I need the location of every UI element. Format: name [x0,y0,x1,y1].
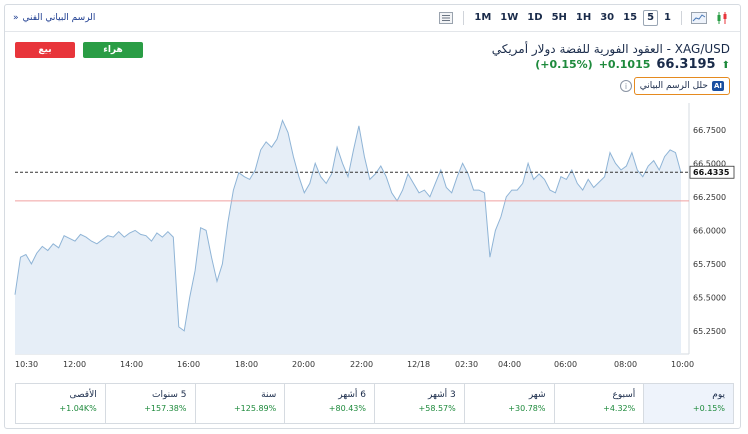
period-label: شهر [528,390,546,400]
x-tick-label: 04:00 [498,360,521,369]
toolbar-divider [463,11,465,25]
period-change: +4.32% [603,404,636,413]
period-change: +58.57% [418,404,456,413]
technical-chart-link[interactable]: » الرسم البياني الفني [13,13,95,23]
instrument-title: XAG/USD - العقود الفورية للفضة دولار أمر… [491,42,730,56]
period-cell[interactable]: شهر +30.78% [463,384,554,423]
period-cell[interactable]: 5 سنوات +157.38% [104,384,195,423]
x-tick-label: 14:00 [120,360,143,369]
area-chart-icon[interactable] [689,10,709,26]
period-change: +1.04K% [59,404,97,413]
period-label: الأقصى [69,390,97,400]
tf-30[interactable]: 30 [600,12,615,23]
tf-1[interactable]: 1 [664,12,671,23]
arrow-up-icon: ⬆ [721,60,730,71]
performance-periods: يوم +0.15% أسبوع +4.32% شهر +30.78% 3 أشهر +58.… [15,383,734,424]
period-change: +30.78% [508,404,546,413]
period-change: +157.38% [144,404,187,413]
x-tick-label: 16:00 [177,360,200,369]
price-row: (+0.15%) +0.1015 66.3195 ⬆ [535,57,730,72]
y-tick-label: 65.5000 [693,293,726,302]
x-tick-label: 02:30 [455,360,478,369]
chevron-icon: » [13,13,19,23]
x-tick-label: 06:00 [554,360,577,369]
buy-button[interactable]: هراء [83,42,143,58]
toolbar-divider [681,11,682,25]
period-cell[interactable]: يوم +0.15% [643,384,733,423]
chart-toolbar: » الرسم البياني الفني 1M 1W 1D 5H 1H 30 … [5,5,740,32]
y-tick-label: 65.7500 [693,260,726,269]
ai-badge: AI [711,81,724,91]
tf-1D[interactable]: 1D [527,12,543,23]
last-price: 66.3195 [656,57,716,72]
period-cell[interactable]: أسبوع +4.32% [553,384,644,423]
period-change: +0.15% [692,404,725,413]
period-label: 6 أشهر [338,390,366,400]
period-label: 5 سنوات [152,390,187,400]
current-price-label: 66.4335 [693,168,730,177]
x-tick-label: 20:00 [292,360,315,369]
tf-1W[interactable]: 1W [500,12,519,23]
price-chart[interactable]: Investing.com66.750066.500066.250066.000… [5,5,742,377]
technical-chart-label: الرسم البياني الفني [22,13,96,23]
table-icon[interactable] [436,10,456,26]
ai-button-label: حلل الرسم البياني [639,81,708,91]
info-icon[interactable]: i [620,80,632,92]
sell-button[interactable]: بيع [15,42,75,58]
price-area [15,120,681,355]
period-label: يوم [712,390,725,400]
x-tick-label: 18:00 [235,360,258,369]
current-price-tag [689,165,735,179]
price-change: +0.1015 [598,58,651,71]
tf-5H[interactable]: 5H [551,12,567,23]
candlestick-icon[interactable] [712,10,732,26]
y-tick-label: 65.2500 [693,327,726,336]
tf-5[interactable]: 5 [643,10,659,26]
y-tick-label: 66.5000 [693,159,726,168]
period-label: 3 أشهر [427,390,456,400]
period-cell[interactable]: 6 أشهر +80.43% [284,384,374,423]
y-tick-label: 66.7500 [693,126,726,135]
chart-widget: » الرسم البياني الفني 1M 1W 1D 5H 1H 30 … [4,4,741,429]
tf-15[interactable]: 15 [623,12,638,23]
tf-1M[interactable]: 1M [474,12,492,23]
y-tick-label: 66.2500 [693,193,726,202]
x-tick-label: 10:00 [671,360,694,369]
x-tick-label: 08:00 [614,360,637,369]
x-tick-label: 22:00 [350,360,373,369]
period-cell[interactable]: سنة +125.89% [194,384,285,423]
price-line [14,118,682,332]
period-cell[interactable]: 3 أشهر +58.57% [374,384,464,423]
period-label: سنة [261,390,277,400]
price-change-pct: (+0.15%) [535,58,593,71]
period-cell[interactable]: الأقصى +1.04K% [16,384,105,423]
x-tick-label: 10:30 [15,360,38,369]
period-change: +125.89% [233,404,277,413]
period-label: أسبوع [612,390,636,400]
period-change: +80.43% [328,404,366,413]
x-tick-label: 12/18 [407,360,430,369]
timeframe-selector: 1M 1W 1D 5H 1H 30 15 5 1 [436,10,732,26]
analyze-chart-button[interactable]: حلل الرسم البياني AI [633,77,730,95]
y-tick-label: 66.0000 [693,226,726,235]
tf-1H[interactable]: 1H [575,12,592,23]
x-tick-label: 12:00 [63,360,86,369]
